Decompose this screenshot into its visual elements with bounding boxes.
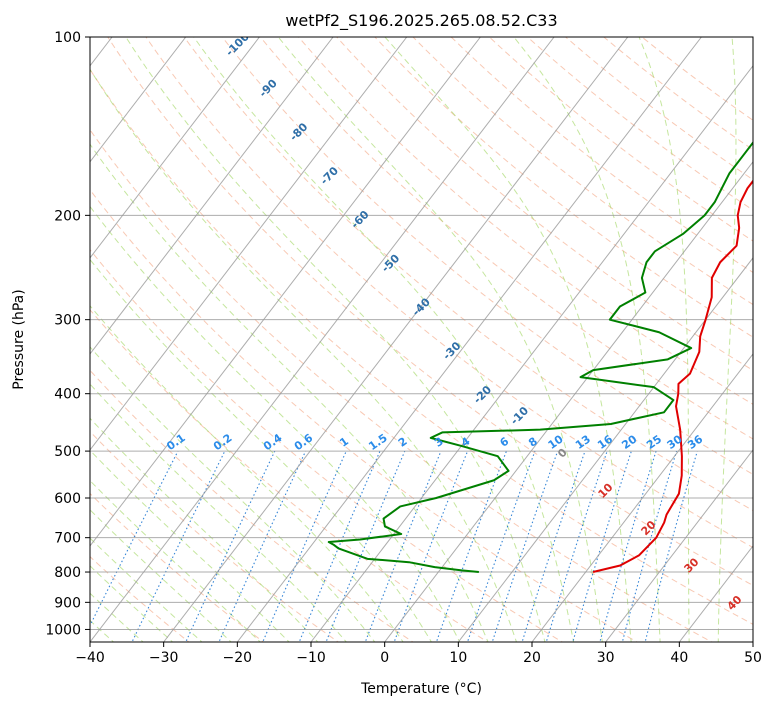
isotherm bbox=[163, 37, 629, 642]
isotherm bbox=[90, 37, 334, 355]
dewpoint-line bbox=[327, 140, 753, 574]
x-tick-label: 30 bbox=[597, 650, 615, 666]
isotherm bbox=[531, 353, 753, 642]
x-tick-label: 50 bbox=[744, 650, 762, 666]
dry-adiabat bbox=[183, 37, 753, 512]
mixing-ratio-line bbox=[90, 450, 179, 627]
y-tick-label: 900 bbox=[54, 595, 81, 611]
y-tick-label: 1000 bbox=[45, 622, 81, 638]
dry-adiabat bbox=[90, 128, 713, 642]
x-axis-title: Temperature (°C) bbox=[360, 681, 482, 697]
mixing-ratio-line bbox=[599, 450, 657, 642]
isotherm bbox=[384, 161, 753, 642]
y-tick-label: 200 bbox=[54, 208, 81, 224]
plot-frame bbox=[89, 36, 754, 643]
x-tick-label: 0 bbox=[380, 650, 389, 666]
dry-adiabat bbox=[90, 68, 753, 625]
moist-adiabat bbox=[90, 417, 319, 642]
moist-adiabat bbox=[90, 143, 489, 642]
isotherm bbox=[457, 257, 753, 642]
mixing-ratio-line bbox=[545, 450, 608, 642]
mixing-ratio-line bbox=[325, 450, 406, 642]
x-tick-label: −40 bbox=[75, 650, 105, 666]
dry-adiabat bbox=[336, 37, 753, 371]
isotherm bbox=[90, 37, 260, 259]
mixing-ratio-line bbox=[644, 450, 698, 642]
isotherm bbox=[90, 37, 187, 163]
moist-adiabat bbox=[90, 205, 461, 642]
dry-adiabat bbox=[90, 309, 489, 642]
isotherm bbox=[310, 64, 753, 642]
plot-area: 0.1 0.2 0.4 0.6 1 1.5 2 3 4 6 8 10 13 16 20 25 30 36-100-… bbox=[90, 37, 753, 642]
mixing-ratio-line bbox=[521, 450, 586, 642]
x-tick-label: 40 bbox=[670, 650, 688, 666]
y-tick-label: 700 bbox=[54, 531, 81, 547]
chart-title: wetPf2_S196.2025.265.08.52.C33 bbox=[285, 11, 557, 31]
mixing-ratio-line bbox=[364, 450, 442, 642]
y-tick-label: 800 bbox=[54, 565, 81, 581]
moist-adiabat bbox=[90, 383, 347, 642]
isotherm bbox=[90, 37, 481, 547]
x-tick-label: 10 bbox=[449, 650, 467, 666]
x-axis: −40 −30 −20 −10 0 10 20 30 40 50 bbox=[75, 642, 762, 666]
isotherm bbox=[236, 37, 702, 642]
mixing-ratio-line bbox=[185, 450, 276, 642]
x-tick-label: −20 bbox=[223, 650, 253, 666]
dry-adiabat bbox=[374, 37, 753, 338]
y-axis: 100 200 300 400 500 600 700 800 900 1000 bbox=[45, 30, 90, 638]
mixing-ratio-line bbox=[621, 450, 678, 642]
y-tick-label: 300 bbox=[54, 313, 81, 329]
dry-adiabat bbox=[145, 37, 753, 549]
dry-adiabat bbox=[107, 37, 753, 587]
series-lines bbox=[327, 140, 753, 574]
isotherm bbox=[90, 37, 555, 642]
dry-adiabat bbox=[412, 37, 753, 306]
isotherm bbox=[605, 449, 753, 642]
x-tick-label: −10 bbox=[296, 650, 326, 666]
y-tick-label: 100 bbox=[54, 30, 81, 46]
mixing-ratio-line bbox=[491, 450, 559, 642]
mixing-ratio-line bbox=[435, 450, 507, 642]
isotherm bbox=[90, 37, 408, 451]
temperature-line bbox=[592, 179, 753, 574]
x-tick-label: 20 bbox=[523, 650, 541, 666]
x-tick-label: −30 bbox=[149, 650, 179, 666]
dry-adiabat bbox=[221, 37, 753, 475]
grid-lines bbox=[90, 37, 753, 642]
y-tick-label: 400 bbox=[54, 387, 81, 403]
y-axis-title: Pressure (hPa) bbox=[11, 289, 27, 389]
y-tick-label: 600 bbox=[54, 491, 81, 507]
mixing-ratio-line bbox=[572, 450, 632, 642]
mixing-ratio-line bbox=[298, 450, 381, 642]
y-tick-label: 500 bbox=[54, 444, 81, 460]
